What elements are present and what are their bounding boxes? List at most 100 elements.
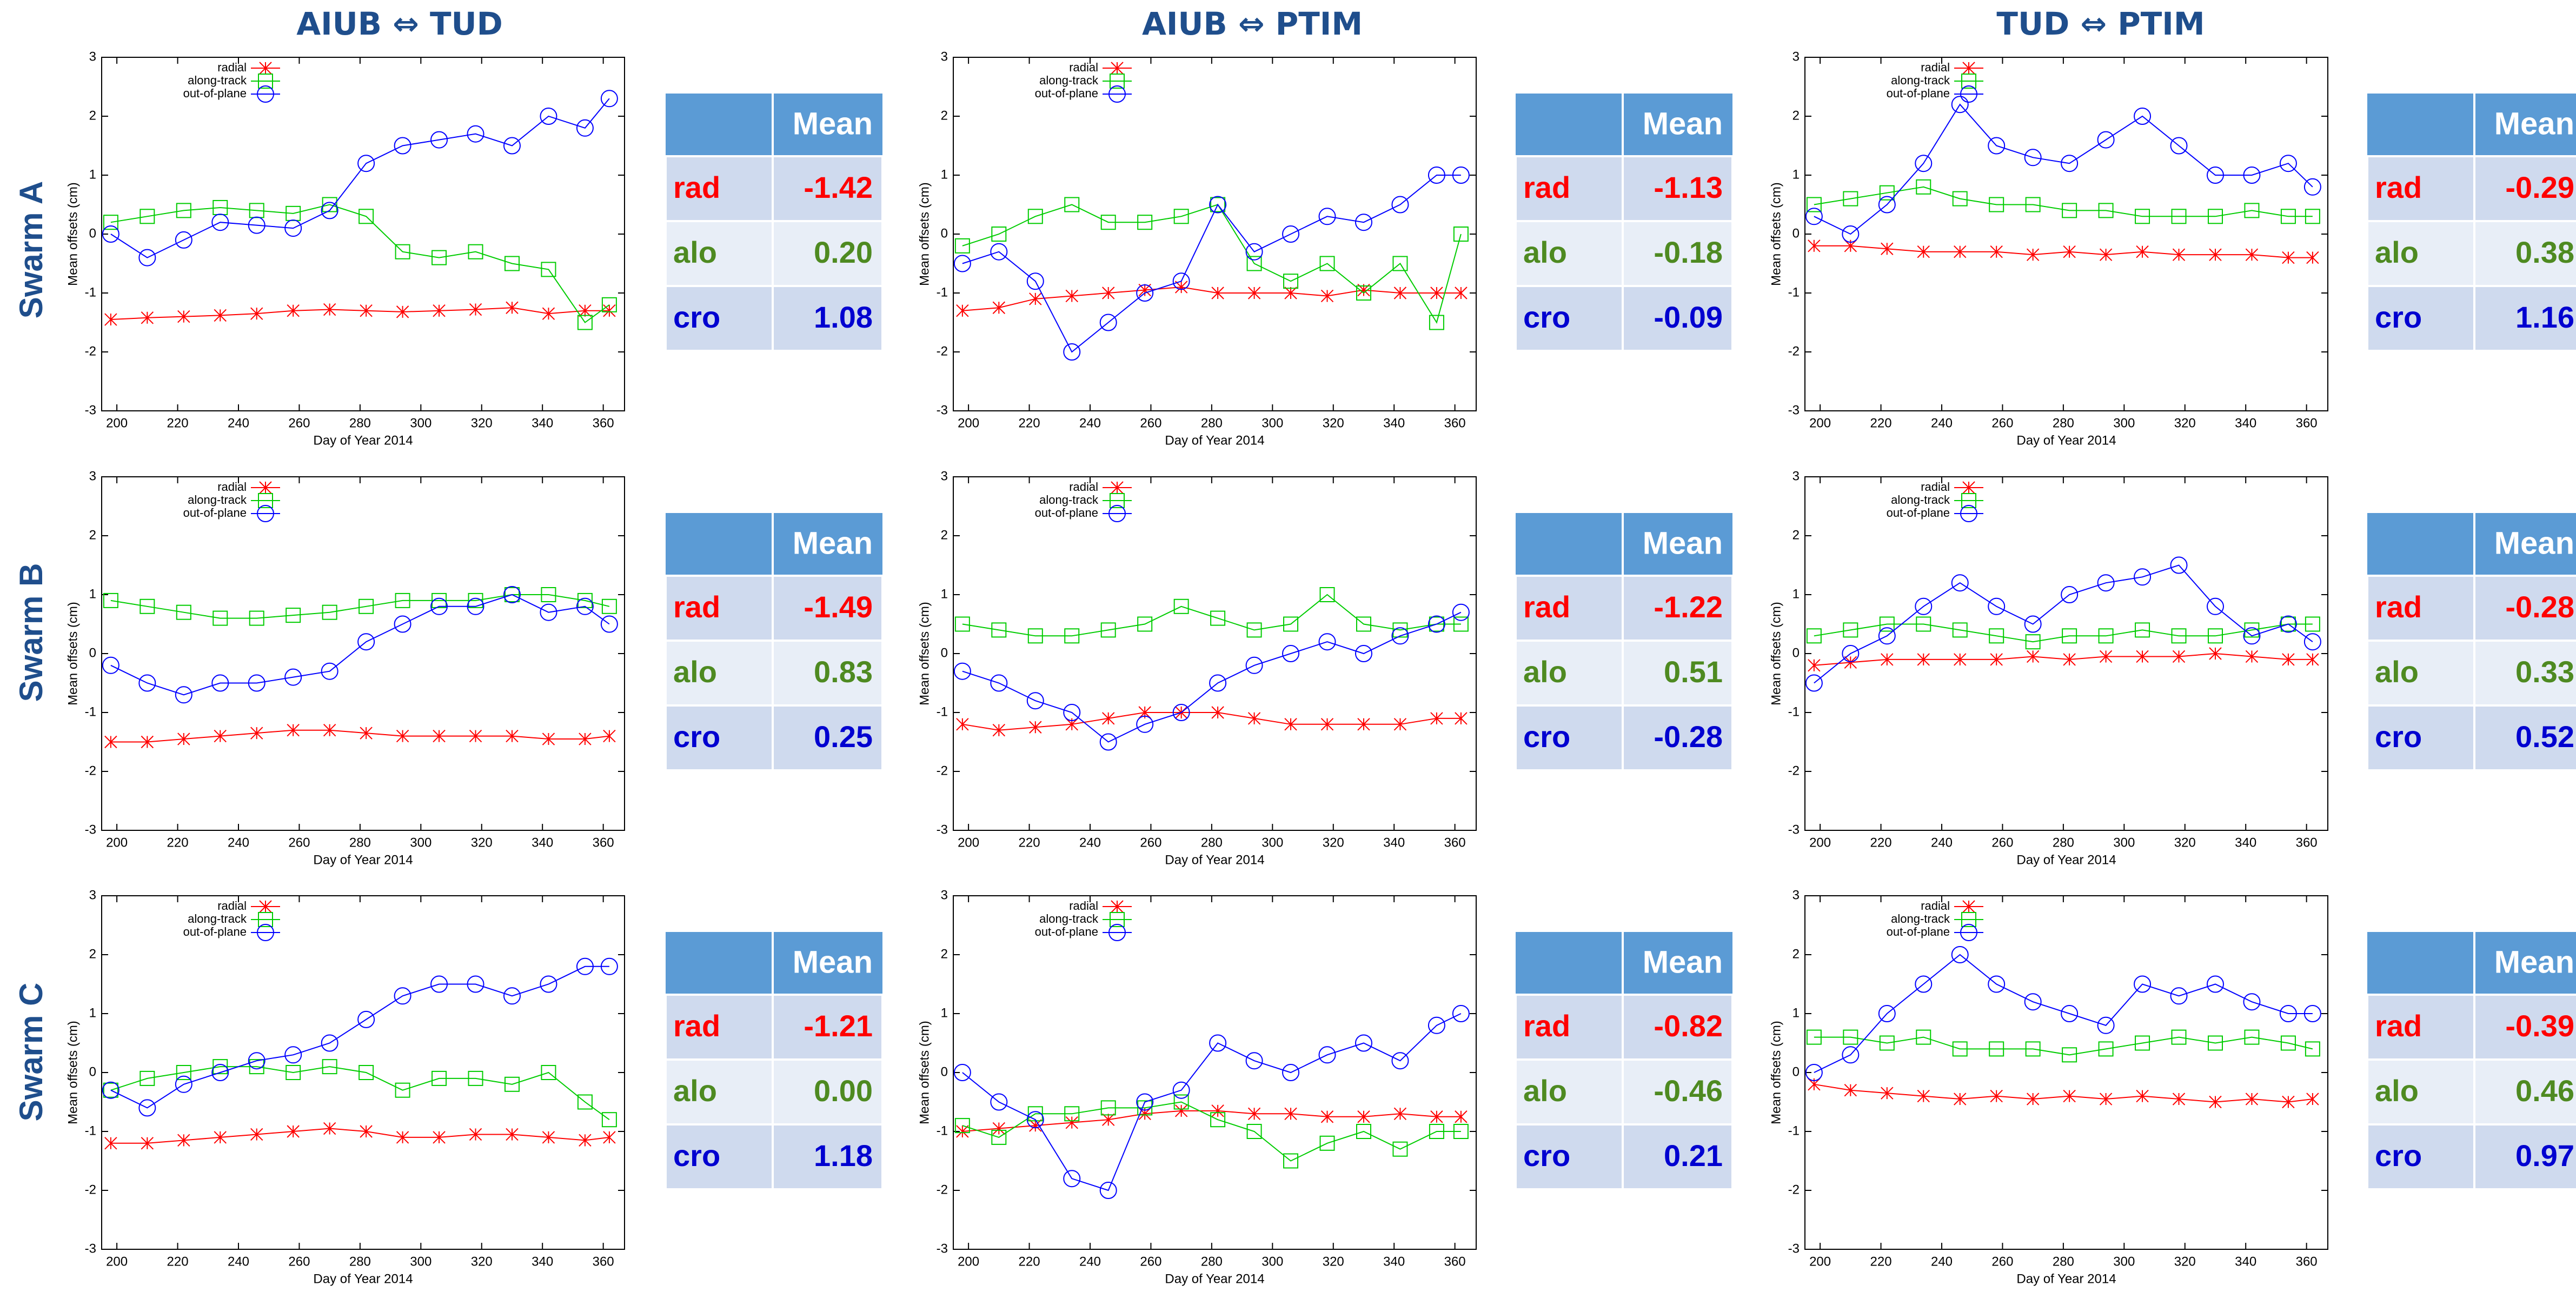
point [2061,1005,2079,1022]
point [1318,1046,1336,1064]
plot-frame [1804,57,2328,411]
point [1952,1041,1968,1057]
point [2097,574,2115,592]
plot-frame [1804,476,2328,831]
point [286,1065,301,1080]
point [2303,633,2321,651]
row-key: alo [2375,655,2419,689]
point [395,592,410,608]
point [540,975,557,993]
mean-table: Mean rad -0.28 alo 0.33 cro 0.52 [2366,513,2576,771]
point [2134,108,2152,125]
point [1172,272,1190,290]
x-tick-label: 360 [593,1254,614,1269]
y-axis-label: Mean offsets (cm) [1769,1021,1783,1124]
point [503,987,521,1005]
series-line [1814,954,2313,1073]
point [250,307,263,320]
point [2245,1093,2259,1105]
point [1209,674,1227,692]
point [1027,628,1043,644]
y-tick-label: 2 [1792,528,1800,542]
point [579,304,592,317]
point [322,1059,337,1075]
point [433,1131,446,1144]
row-value: 0.38 [2515,235,2574,269]
x-axis-label: Day of Year 2014 [2016,853,2116,867]
point [956,1125,969,1138]
point [1319,587,1335,602]
table-row [1515,1058,1734,1125]
point [506,1128,519,1141]
point [1356,616,1371,632]
x-tick-label: 200 [106,835,128,850]
point [1102,287,1115,299]
x-tick-label: 340 [532,416,553,430]
point [1100,1100,1116,1116]
row-value: 0.51 [1664,655,1723,689]
plot-area [102,957,618,1150]
point [1027,209,1043,224]
table-row [1515,220,1734,287]
legend-label: radial [217,61,247,74]
point [138,674,156,692]
point [394,987,411,1005]
point [542,307,555,320]
legend-marker [1108,924,1126,941]
row-value: -0.82 [1654,1009,1723,1043]
legend-marker [1960,85,1977,103]
point [1064,1106,1080,1122]
point [1453,1124,1469,1139]
legend-label: out-of-plane [1035,925,1098,938]
point [396,729,409,743]
series-line [110,204,610,323]
x-axis-label: Day of Year 2014 [2016,433,2116,448]
point [468,1070,483,1086]
point [214,729,227,743]
point [1283,274,1299,289]
point [504,587,520,602]
legend-marker [258,74,273,89]
legend-marker [1961,912,1976,927]
point [321,202,338,219]
x-tick-label: 220 [1019,1254,1040,1269]
row-key: cro [2375,1138,2422,1173]
x-tick-label: 280 [2053,416,2074,430]
point [1430,712,1443,725]
point [541,1065,556,1080]
legend-label: out-of-plane [183,86,247,100]
point [991,1129,1007,1145]
point [357,633,375,651]
x-tick-label: 340 [2235,416,2256,430]
point [1805,208,1823,225]
point [103,592,118,608]
point [2061,155,2079,172]
y-axis-label: Mean offsets (cm) [65,602,80,705]
point [576,119,594,137]
y-tick-label: -3 [1788,403,1800,417]
series-line [1814,564,2313,684]
point [504,256,520,271]
y-tick-label: 1 [941,587,948,601]
point [2062,1047,2077,1063]
x-tick-label: 320 [2174,1254,2196,1269]
x-tick-label: 260 [1991,1254,2013,1269]
x-tick-label: 240 [1079,835,1101,850]
point [1452,1005,1470,1022]
point [1988,975,2006,993]
point [1455,287,1468,299]
point [1806,1029,1822,1045]
series-line [962,1101,1461,1162]
point [992,301,1006,314]
point [1881,1087,1894,1100]
point [992,723,1006,737]
point [1026,272,1044,290]
legend-label: along-track [1039,493,1099,507]
x-tick-label: 360 [593,416,614,430]
point [141,311,154,324]
point [1320,718,1334,731]
point [2097,1016,2115,1034]
legend-label: radial [217,480,247,494]
legend-label: radial [1069,480,1098,494]
plot-area [1805,946,2321,1109]
